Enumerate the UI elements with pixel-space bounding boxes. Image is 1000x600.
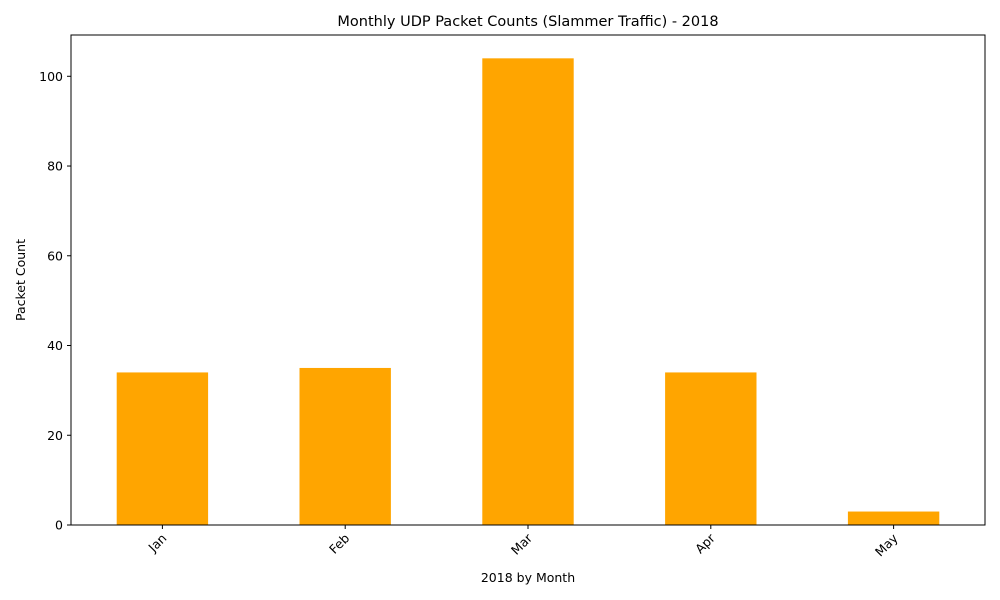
x-axis-label: 2018 by Month xyxy=(481,570,575,585)
x-tick-label: Mar xyxy=(508,530,536,558)
x-tick-label: Apr xyxy=(692,530,719,557)
y-axis-ticks: 0 20 40 60 80 100 xyxy=(39,69,71,533)
y-tick-label: 0 xyxy=(55,518,63,533)
bar-apr xyxy=(665,372,757,525)
bar-jan xyxy=(116,372,209,525)
x-tick-label: Jan xyxy=(145,531,170,556)
y-tick-label: 20 xyxy=(47,428,63,443)
x-tick-label: May xyxy=(872,530,901,559)
y-tick-label: 80 xyxy=(47,159,63,174)
y-axis-label: Packet Count xyxy=(13,239,28,321)
bar-may xyxy=(847,511,940,525)
x-tick-label: Feb xyxy=(326,530,352,556)
y-tick-label: 40 xyxy=(47,338,63,353)
y-tick-label: 100 xyxy=(39,69,63,84)
x-axis-ticks: Jan Feb Mar Apr May xyxy=(145,525,901,559)
bar-mar xyxy=(482,58,574,525)
plot-frame xyxy=(70,34,986,526)
bars-group xyxy=(116,58,940,525)
bar-feb xyxy=(299,367,391,525)
y-tick-label: 60 xyxy=(47,248,63,263)
chart-title: Monthly UDP Packet Counts (Slammer Traff… xyxy=(337,14,718,30)
